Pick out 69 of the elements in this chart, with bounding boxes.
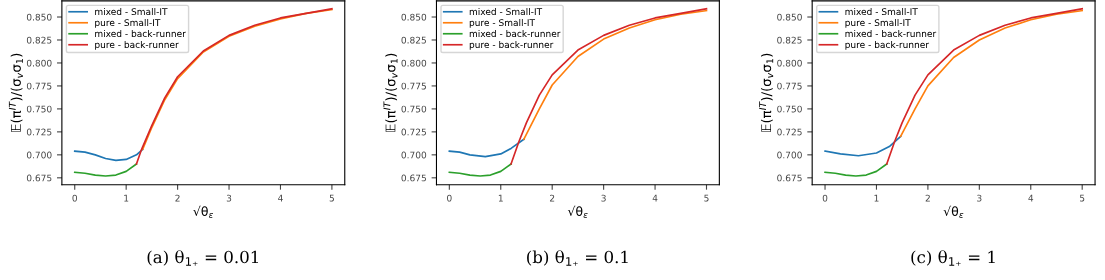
x-tick-label: 2 <box>175 194 180 202</box>
y-tick-label: 0.850 <box>777 13 802 21</box>
x-tick-label: 4 <box>652 194 658 202</box>
legend-label: mixed - back-runner <box>845 30 937 38</box>
y-tick-label: 0.725 <box>26 128 52 136</box>
x-axis-title: √θ$_{ε}$ <box>193 205 214 218</box>
x-tick-label: 4 <box>1028 194 1034 202</box>
x-axis-title: √θ$_{ε}$ <box>567 205 588 218</box>
text: (b) θ$_{1₊}$ = 0.1 <box>527 250 628 266</box>
y-tick-label: 0.675 <box>401 174 426 182</box>
y-tick-label: 0.800 <box>26 59 52 67</box>
legend-label: mixed - Small-IT <box>95 8 168 16</box>
y-axis-title: 𝔼(π$^{IT}$)/(σ$_{v}$σ$_{1}$) <box>8 53 23 132</box>
y-tick-label: 0.675 <box>777 174 802 182</box>
y-tick-label: 0.775 <box>401 82 426 90</box>
legend-label: pure - Small-IT <box>845 19 911 28</box>
x-tick-label: 0 <box>447 194 452 202</box>
y-tick-label: 0.800 <box>401 59 427 67</box>
y-axis-title: 𝔼(π$^{IT}$)/(σ$_{v}$σ$_{1}$) <box>383 53 398 132</box>
x-axis-title: √θ$_{ε}$ <box>943 205 964 218</box>
y-tick-label: 0.725 <box>401 128 426 136</box>
y-tick-label: 0.825 <box>401 36 426 44</box>
text: (c) θ$_{1₊}$ = 1 <box>911 250 995 266</box>
x-tick-label: 1 <box>874 194 879 202</box>
y-tick-label: 0.750 <box>777 105 802 113</box>
legend-label: mixed - Small-IT <box>469 8 543 16</box>
legend-label: pure - back-runner <box>95 41 179 50</box>
legend-label: pure - back-runner <box>469 41 554 50</box>
legend-label: mixed - back-runner <box>469 30 561 38</box>
line-series <box>824 135 902 157</box>
line-series <box>73 163 138 177</box>
line-series <box>448 163 512 177</box>
x-tick-label: 0 <box>72 194 78 202</box>
y-tick-label: 0.800 <box>777 59 802 67</box>
y-tick-label: 0.750 <box>26 105 52 113</box>
legend-label: pure - back-runner <box>845 41 930 50</box>
y-tick-label: 0.675 <box>26 174 52 182</box>
y-tick-label: 0.825 <box>777 36 802 44</box>
y-tick-label: 0.725 <box>777 128 802 136</box>
y-tick-label: 0.775 <box>26 82 52 90</box>
x-tick-label: 5 <box>329 194 334 202</box>
legend-label: mixed - Small-IT <box>845 8 918 16</box>
y-tick-label: 0.700 <box>26 151 52 159</box>
legend-label: mixed - back-runner <box>95 30 186 38</box>
x-tick-label: 0 <box>822 194 828 202</box>
y-tick-label: 0.700 <box>401 151 427 159</box>
x-tick-label: 1 <box>498 194 503 202</box>
line-series <box>448 138 525 158</box>
x-tick-label: 3 <box>601 194 606 202</box>
y-tick-label: 0.775 <box>777 82 802 90</box>
x-tick-label: 2 <box>925 194 930 202</box>
y-tick-label: 0.850 <box>401 13 427 21</box>
x-tick-label: 2 <box>549 194 555 202</box>
y-tick-label: 0.850 <box>26 13 52 21</box>
line-series <box>824 163 888 177</box>
x-tick-label: 5 <box>1080 194 1085 202</box>
y-axis-title: 𝔼(π$^{IT}$)/(σ$_{v}$σ$_{1}$) <box>759 53 774 132</box>
x-tick-label: 4 <box>278 194 283 202</box>
text: (a) θ$_{1₊}$ = 0.01 <box>147 250 259 266</box>
line-series <box>73 148 144 162</box>
x-tick-label: 1 <box>124 194 129 202</box>
x-tick-label: 3 <box>226 194 232 202</box>
x-tick-label: 5 <box>704 194 709 202</box>
legend-label: pure - Small-IT <box>469 19 536 28</box>
y-tick-label: 0.825 <box>26 36 52 44</box>
legend-label: pure - Small-IT <box>95 19 161 28</box>
y-tick-label: 0.750 <box>401 105 427 113</box>
y-tick-label: 0.700 <box>777 151 802 159</box>
x-tick-label: 3 <box>977 194 982 202</box>
